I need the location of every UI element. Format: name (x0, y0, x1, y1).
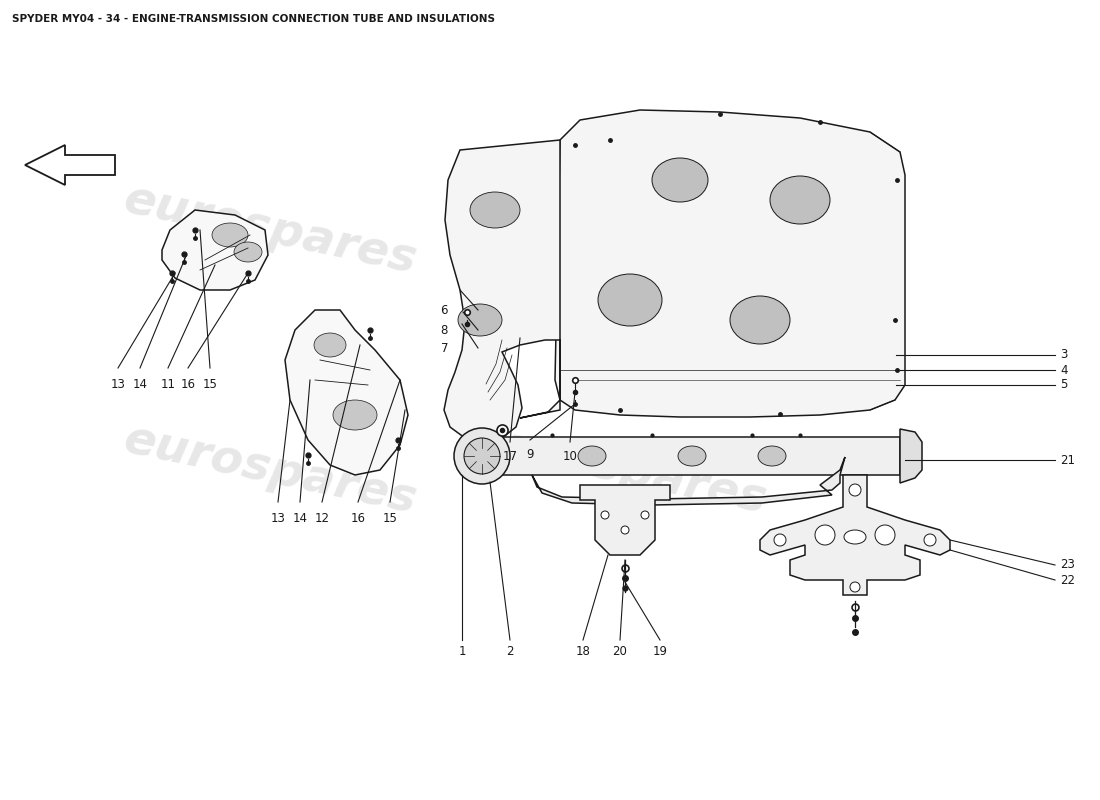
Text: 8: 8 (441, 323, 448, 337)
Text: 7: 7 (440, 342, 448, 354)
Text: 6: 6 (440, 303, 448, 317)
Text: 15: 15 (383, 512, 397, 525)
Ellipse shape (844, 530, 866, 544)
Text: 1: 1 (459, 645, 465, 658)
Text: eurospares: eurospares (119, 177, 420, 283)
Text: 5: 5 (1060, 378, 1067, 391)
Circle shape (454, 428, 510, 484)
Text: 14: 14 (132, 378, 147, 391)
Text: 21: 21 (1060, 454, 1075, 466)
Polygon shape (580, 485, 670, 555)
Ellipse shape (212, 223, 248, 247)
Ellipse shape (652, 158, 708, 202)
Polygon shape (760, 475, 950, 595)
Text: eurospares: eurospares (470, 417, 771, 523)
Text: eurospares: eurospares (119, 417, 420, 523)
Circle shape (849, 484, 861, 496)
Circle shape (601, 511, 609, 519)
Ellipse shape (578, 446, 606, 466)
Text: eurospares: eurospares (470, 177, 771, 283)
Text: 23: 23 (1060, 558, 1075, 571)
Text: 2: 2 (506, 645, 514, 658)
Text: 12: 12 (315, 512, 330, 525)
Circle shape (464, 438, 500, 474)
Ellipse shape (678, 446, 706, 466)
Polygon shape (532, 457, 845, 505)
Circle shape (641, 511, 649, 519)
Polygon shape (497, 437, 900, 475)
Ellipse shape (730, 296, 790, 344)
Circle shape (621, 526, 629, 534)
Ellipse shape (234, 242, 262, 262)
Ellipse shape (333, 400, 377, 430)
Polygon shape (285, 310, 408, 475)
Ellipse shape (314, 333, 346, 357)
Text: 17: 17 (503, 450, 517, 463)
Polygon shape (900, 429, 922, 483)
Text: SPYDER MY04 - 34 - ENGINE-TRANSMISSION CONNECTION TUBE AND INSULATIONS: SPYDER MY04 - 34 - ENGINE-TRANSMISSION C… (12, 14, 495, 24)
Text: 3: 3 (1060, 349, 1067, 362)
Text: 11: 11 (161, 378, 176, 391)
Ellipse shape (470, 192, 520, 228)
Text: 20: 20 (613, 645, 627, 658)
Text: 4: 4 (1060, 363, 1067, 377)
Text: 15: 15 (202, 378, 218, 391)
Text: 14: 14 (293, 512, 308, 525)
Polygon shape (162, 210, 268, 290)
Text: 22: 22 (1060, 574, 1075, 586)
Text: 13: 13 (111, 378, 125, 391)
Text: 16: 16 (180, 378, 196, 391)
Text: 13: 13 (271, 512, 285, 525)
Text: 10: 10 (562, 450, 578, 463)
Circle shape (774, 534, 786, 546)
Circle shape (924, 534, 936, 546)
Ellipse shape (758, 446, 786, 466)
Circle shape (874, 525, 895, 545)
Text: 18: 18 (575, 645, 591, 658)
Text: 9: 9 (526, 448, 534, 461)
Ellipse shape (598, 274, 662, 326)
Circle shape (815, 525, 835, 545)
Ellipse shape (770, 176, 830, 224)
Text: 16: 16 (351, 512, 365, 525)
Polygon shape (556, 110, 905, 417)
Circle shape (850, 582, 860, 592)
Polygon shape (444, 140, 560, 442)
Text: 19: 19 (652, 645, 668, 658)
Ellipse shape (458, 304, 502, 336)
